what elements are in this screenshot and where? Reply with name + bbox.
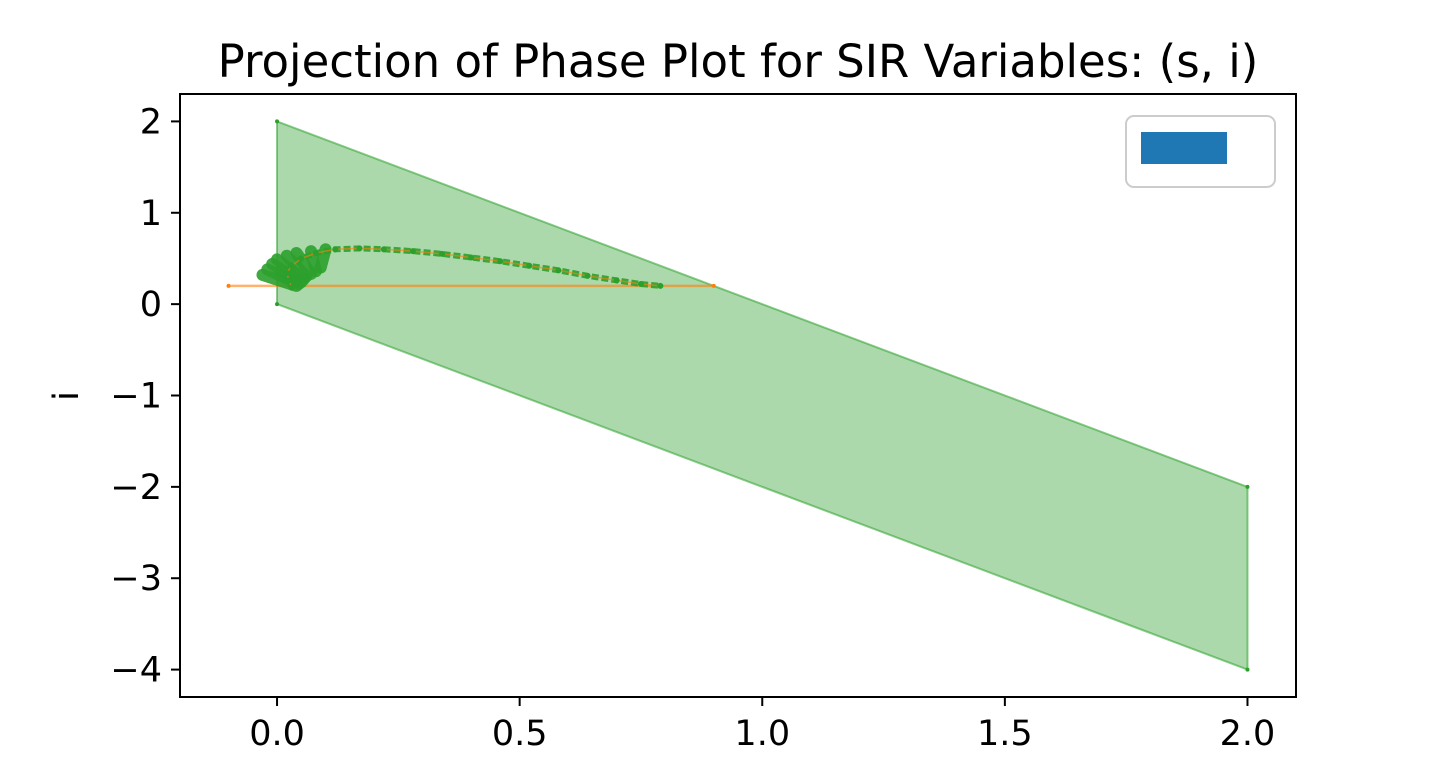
y-tick-label-3: −1 [110,377,162,417]
trajectory-point-16 [613,277,620,284]
y-tick-label-0: 2 [140,102,162,142]
y-tick-label-6: −4 [110,651,162,691]
y-tick-label-2: 0 [140,285,162,325]
trajectory-point-18 [657,282,664,289]
trajectory-point-7 [356,245,363,252]
y-tick-label-4: −2 [110,468,162,508]
trajectory-point-5 [312,249,319,256]
trajectory-point-2 [283,270,290,277]
trajectory-point-9 [409,248,416,255]
trajectory-point-0 [288,284,295,291]
trajectory-point-10 [439,250,446,257]
trajectory-point-12 [497,258,504,265]
trajectory-point-13 [526,262,533,269]
trajectory-point-17 [637,281,644,288]
trajectory-point-14 [555,267,562,274]
fan-segment-4 [280,249,313,283]
chart-title: Projection of Phase Plot for SIR Variabl… [218,35,1259,88]
segment-endpoint-0 [226,283,231,288]
y-axis: 2 1 0 −1 −2 −3 −4 [110,102,180,691]
x-tick-label-4: 2.0 [1220,714,1276,754]
x-tick-label-3: 1.5 [977,714,1033,754]
legend [1125,115,1276,188]
fan-segment-5 [290,246,318,280]
x-tick-label-1: 0.5 [492,714,548,754]
x-axis: 0.0 0.5 1.0 1.5 2.0 [249,697,1275,754]
region-vertex-1 [1245,484,1250,489]
x-axis-label: s [729,773,747,784]
trajectory-point-6 [332,246,339,253]
trajectory-point-4 [298,255,305,262]
x-tick-label-0: 0.0 [249,714,305,754]
trajectory-point-11 [468,254,475,261]
region-vertex-2 [1245,667,1250,672]
segment-endpoint-1 [711,283,716,288]
y-tick-label-1: 1 [140,194,162,234]
legend-patch [1141,132,1227,164]
y-axis-label: i [47,391,87,401]
trajectory-point-3 [288,262,295,269]
trajectory-point-15 [584,272,591,279]
trajectory-point-8 [380,246,387,253]
trajectory-point-1 [286,277,293,284]
x-tick-label-2: 1.0 [734,714,790,754]
region-vertex-3 [275,302,280,307]
plot-area [226,119,1250,672]
region-vertex-0 [275,119,280,124]
y-tick-label-5: −3 [110,559,162,599]
